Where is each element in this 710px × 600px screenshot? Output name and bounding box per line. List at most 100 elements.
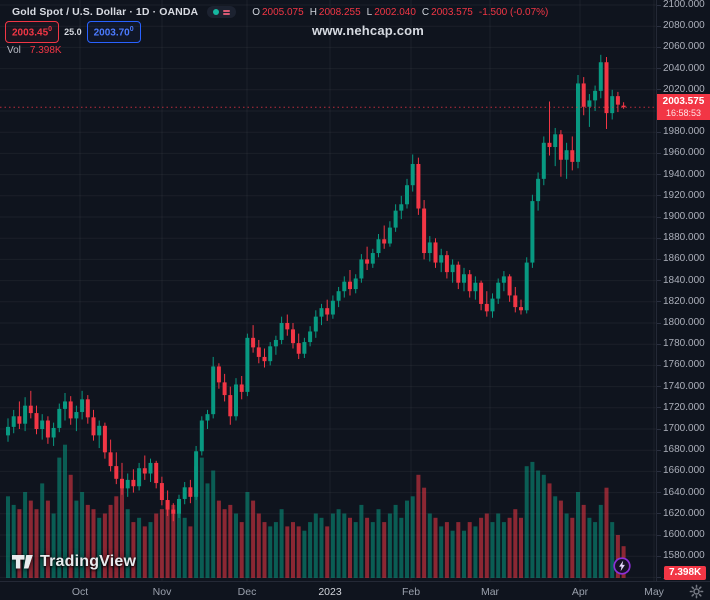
candle-body: [479, 282, 484, 304]
price-axis-label: 1860.000: [663, 253, 705, 265]
candle-body: [308, 331, 313, 343]
candle-body: [51, 427, 56, 438]
site-watermark: www.nehcap.com: [311, 23, 425, 38]
volume-value: 7.398K: [29, 45, 62, 56]
volume-label: Vol: [7, 45, 21, 56]
price-axis-tick: [657, 407, 661, 409]
volume-bar: [484, 513, 489, 578]
volume-bar: [399, 517, 404, 578]
volume-bar: [325, 526, 330, 578]
spread-value: 25.0: [64, 27, 82, 37]
candle-body: [137, 468, 142, 487]
volume-bar: [28, 500, 33, 578]
price-axis-tick: [657, 449, 661, 451]
volume-bar: [342, 513, 347, 578]
candle-body: [262, 356, 267, 362]
buy-button[interactable]: 2003.700: [86, 21, 141, 43]
volume-bar: [302, 530, 307, 578]
candle-body: [97, 425, 102, 436]
volume-bar: [120, 487, 124, 578]
candle-body: [102, 425, 107, 453]
price-axis-tick: [657, 131, 661, 133]
price-axis[interactable]: 2003.575 16:58:53 7.398K 2100.000 2080.00…: [657, 0, 710, 582]
price-axis-label: 1720.000: [663, 401, 705, 413]
volume-bar: [142, 526, 147, 578]
bid-ask-row: 2003.450 25.0 2003.700: [5, 21, 141, 43]
volume-bar: [439, 526, 444, 578]
low-label: L: [366, 6, 373, 18]
price-axis-tick: [657, 237, 661, 239]
volume-bar: [51, 513, 56, 578]
volume-legend-row: Vol 7.398K: [7, 45, 62, 56]
volume-bar: [114, 496, 119, 578]
sell-button[interactable]: 2003.450: [5, 21, 60, 43]
candle-body: [530, 201, 535, 263]
volume-bar: [256, 513, 261, 578]
volume-bar: [376, 509, 381, 578]
open-value: 2005.075: [261, 6, 304, 18]
price-axis-tick: [657, 322, 661, 324]
candle-body: [564, 150, 569, 160]
volume-bar: [405, 500, 409, 578]
candle-body: [34, 413, 39, 429]
candle-body: [393, 210, 398, 228]
volume-bar: [40, 483, 45, 578]
candle-body: [291, 329, 295, 344]
candle-body: [171, 509, 176, 514]
tradingview-watermark[interactable]: TradingView: [12, 553, 136, 571]
candle-body: [467, 274, 472, 292]
volume-bar: [285, 526, 290, 578]
price-axis-label: 1780.000: [663, 338, 705, 350]
candle-body: [319, 308, 324, 317]
volume-bar: [234, 513, 238, 578]
candle-body: [268, 346, 273, 362]
volume-bar: [570, 517, 575, 578]
instant-order-lightning-icon[interactable]: [613, 557, 631, 580]
price-axis-label: 2060.000: [663, 41, 705, 53]
time-axis-label: Oct: [71, 586, 89, 598]
volume-bar: [97, 517, 102, 578]
candle-body: [365, 259, 370, 264]
candle-body: [541, 142, 546, 179]
candle-body: [205, 414, 210, 421]
candle-body: [216, 366, 221, 383]
market-status-toggle[interactable]: [207, 6, 237, 18]
price-axis-label: 1840.000: [663, 274, 705, 286]
volume-bar: [553, 496, 558, 578]
high-label: H: [309, 6, 317, 18]
volume-bar: [416, 474, 421, 578]
volume-bar: [604, 487, 609, 578]
candle-body: [621, 105, 626, 108]
volume-bar: [427, 513, 432, 578]
price-axis-tick: [657, 68, 661, 70]
time-axis-label: Mar: [480, 586, 500, 598]
candle-body: [142, 468, 147, 474]
candle-body: [427, 242, 432, 254]
candle-body: [370, 253, 375, 264]
candle-body: [416, 164, 421, 209]
volume-bar: [615, 535, 620, 578]
volume-bar: [45, 500, 50, 578]
candle-body: [245, 337, 250, 392]
volume-bar: [530, 461, 535, 578]
symbol-title[interactable]: Gold Spot / U.S. Dollar · 1D · OANDA: [12, 6, 199, 18]
time-axis[interactable]: Oct Nov Dec 2023 Feb Mar Apr May: [0, 581, 710, 600]
candle-body: [581, 83, 586, 107]
last-price-value: 2003.575: [662, 95, 705, 107]
price-axis-tick: [657, 195, 661, 197]
price-axis-label: 1800.000: [663, 317, 705, 328]
price-axis-tick: [657, 216, 661, 218]
candle-body: [68, 401, 73, 419]
volume-bar: [450, 530, 455, 578]
sell-marks-icon: [223, 9, 231, 12]
timezone-settings-gear-icon[interactable]: [689, 584, 704, 599]
time-axis-label: Dec: [237, 586, 257, 598]
candle-body: [28, 405, 33, 414]
volume-bar: [159, 509, 164, 578]
last-price-label[interactable]: 2003.575 16:58:53: [657, 94, 710, 120]
candle-body: [462, 274, 466, 283]
candle-body: [325, 308, 330, 315]
candle-body: [148, 462, 153, 474]
